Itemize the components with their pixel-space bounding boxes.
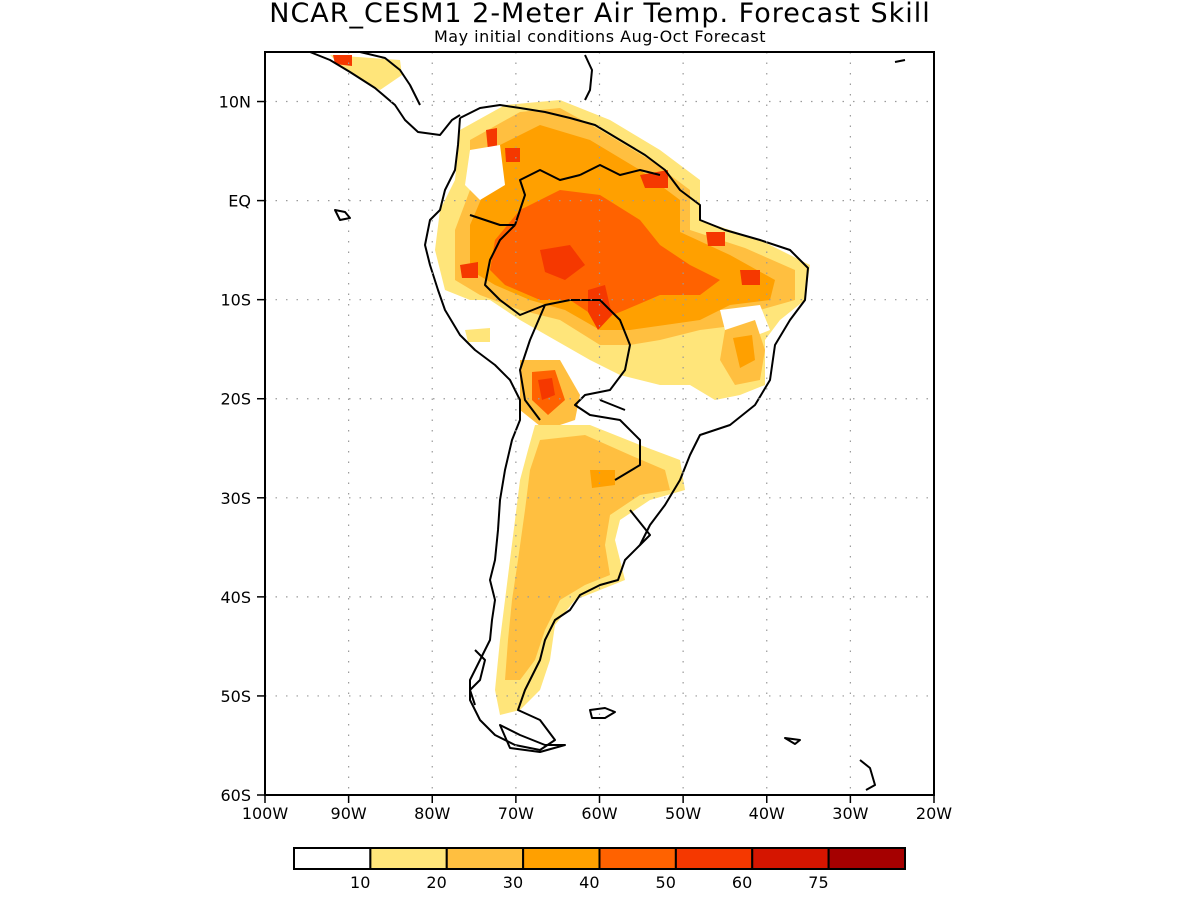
lon-tick-label: 70W — [498, 804, 534, 823]
skill-spot-60-h — [740, 270, 760, 285]
coast-tierra-del-fuego — [499, 724, 566, 753]
latitude-axis: 10N EQ 10S 20S 30S 40S 50S 60S — [219, 93, 265, 805]
skill-region-amazon-50 — [490, 190, 720, 320]
coastlines — [309, 51, 906, 791]
skill-spot-40-south — [590, 470, 615, 488]
skill-hole-colombia — [465, 145, 505, 200]
skill-spot-60-d — [505, 148, 520, 162]
skill-patch-bolivia-60 — [538, 378, 555, 400]
coast-south-america — [424, 104, 809, 751]
coast-atlantic-islands — [859, 759, 876, 791]
lon-tick-label: 60W — [581, 804, 617, 823]
skill-spot-60-g — [460, 262, 478, 278]
chart-subtitle: May initial conditions Aug-Oct Forecast — [433, 27, 767, 46]
coast-central-america — [309, 51, 461, 136]
colorbar-swatch — [598, 847, 677, 870]
colorbar-label: 10 — [350, 873, 370, 892]
colorbar-swatch — [522, 847, 601, 870]
border-internal — [469, 164, 661, 546]
longitude-axis: 100W 90W 80W 70W 60W 50W 40W 30W 20W — [242, 795, 952, 823]
skill-field — [330, 55, 810, 715]
colorbar-swatch — [293, 847, 372, 870]
skill-patch-peru — [465, 328, 490, 342]
lat-tick-label: 40S — [220, 588, 251, 607]
lat-tick-label: 60S — [220, 786, 251, 805]
lat-tick-label: EQ — [228, 192, 251, 211]
lat-tick-label: 30S — [220, 489, 251, 508]
coast-chile-islands — [469, 649, 486, 706]
chart-title: NCAR_CESM1 2-Meter Air Temp. Forecast Sk… — [269, 0, 931, 29]
lat-tick-label: 20S — [220, 390, 251, 409]
lon-tick-label: 30W — [832, 804, 868, 823]
skill-spot-60-f — [706, 232, 725, 246]
colorbar-label: 50 — [656, 873, 676, 892]
colorbar-label: 60 — [732, 873, 752, 892]
lon-tick-label: 20W — [916, 804, 952, 823]
coast-falklands — [589, 707, 616, 719]
colorbar-swatch — [751, 847, 830, 870]
lat-tick-label: 50S — [220, 687, 251, 706]
skill-spot-60-b — [588, 285, 612, 330]
lat-tick-label: 10S — [220, 291, 251, 310]
coast-galapagos — [334, 209, 351, 221]
colorbar-label: 40 — [579, 873, 599, 892]
skill-spot-60-a — [540, 245, 585, 280]
coast-south-georgia — [784, 737, 801, 745]
skill-patch-central-america-high — [333, 55, 352, 66]
colorbar-label: 75 — [808, 873, 828, 892]
skill-spot-60-e — [640, 170, 668, 188]
map-grid — [265, 52, 934, 795]
colorbar-label: 20 — [426, 873, 446, 892]
skill-spot-60-c — [486, 128, 497, 150]
lon-tick-label: 50W — [665, 804, 701, 823]
lon-tick-label: 80W — [414, 804, 450, 823]
coast-central-america-north — [359, 51, 421, 106]
lon-tick-label: 90W — [331, 804, 367, 823]
colorbar-label: 30 — [503, 873, 523, 892]
coast-caribbean — [584, 54, 906, 101]
lon-tick-label: 40W — [749, 804, 785, 823]
colorbar-swatch — [445, 847, 525, 870]
skill-region-south-30 — [505, 435, 670, 680]
skill-patch-ne-brazil-50 — [733, 335, 755, 368]
colorbar-swatch — [827, 847, 906, 870]
colorbar: 10 20 30 40 50 60 75 — [293, 847, 906, 892]
lon-tick-label: 100W — [242, 804, 289, 823]
colorbar-swatch — [369, 847, 448, 870]
colorbar-swatch — [674, 847, 754, 870]
lat-tick-label: 10N — [219, 93, 251, 112]
